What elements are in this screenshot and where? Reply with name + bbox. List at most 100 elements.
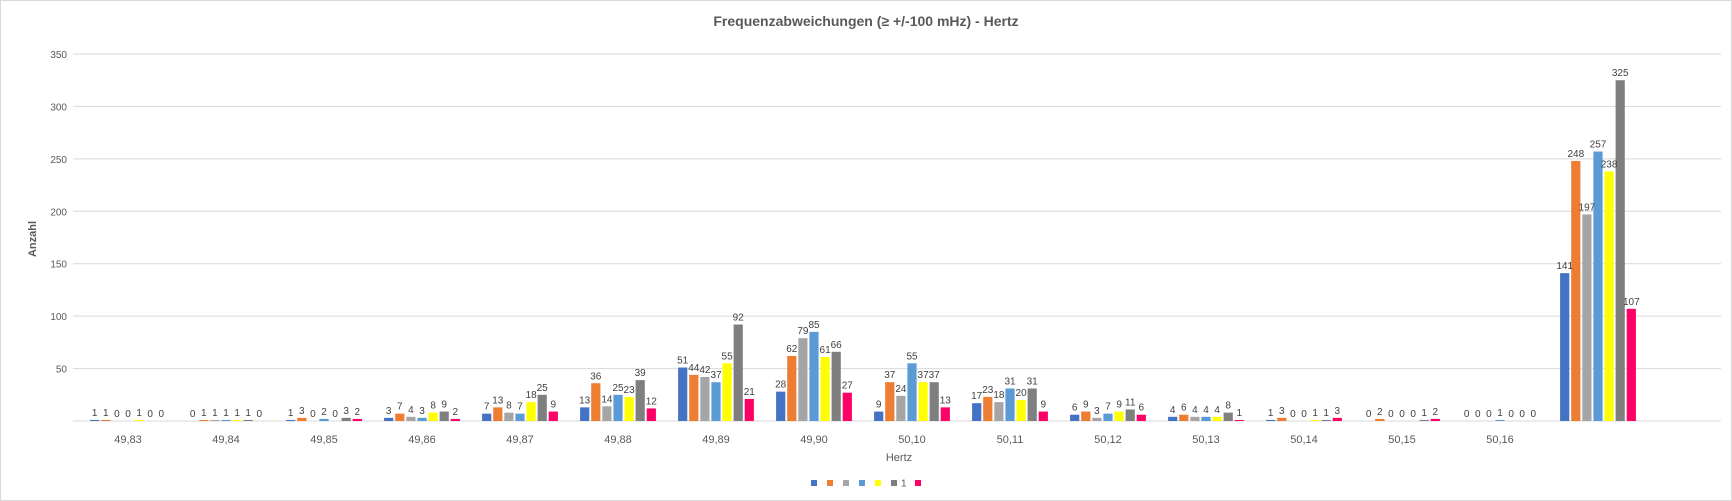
bar[interactable] xyxy=(874,411,884,421)
bar[interactable] xyxy=(428,412,438,421)
bar[interactable] xyxy=(1266,419,1276,421)
legend[interactable]: 1 xyxy=(811,479,921,490)
bar[interactable] xyxy=(482,413,492,421)
bar[interactable] xyxy=(613,394,623,421)
bar[interactable] xyxy=(733,324,743,421)
bar[interactable] xyxy=(1212,416,1222,421)
bar[interactable] xyxy=(842,392,852,421)
bar[interactable] xyxy=(1332,417,1342,421)
bar[interactable] xyxy=(1179,414,1189,421)
bar[interactable] xyxy=(580,407,590,421)
bar[interactable] xyxy=(341,417,351,421)
bar[interactable] xyxy=(918,382,928,421)
bar[interactable] xyxy=(1277,417,1287,421)
bar[interactable] xyxy=(776,391,786,421)
bar[interactable] xyxy=(689,374,699,421)
bar[interactable] xyxy=(1571,160,1581,421)
bar[interactable] xyxy=(940,407,950,421)
bar[interactable] xyxy=(232,419,242,421)
bar[interactable] xyxy=(1615,80,1625,421)
bar[interactable] xyxy=(504,412,514,421)
bar[interactable] xyxy=(744,398,754,421)
bar[interactable] xyxy=(700,376,710,421)
bar[interactable] xyxy=(417,417,427,421)
bar[interactable] xyxy=(1626,308,1636,421)
legend-swatch[interactable] xyxy=(811,480,817,486)
legend-swatch[interactable] xyxy=(891,480,897,486)
bar[interactable] xyxy=(90,419,100,421)
bar[interactable] xyxy=(787,355,797,421)
legend-swatch[interactable] xyxy=(843,480,849,486)
bar[interactable] xyxy=(384,417,394,421)
bar[interactable] xyxy=(885,382,895,421)
bar[interactable] xyxy=(831,351,841,421)
bar[interactable] xyxy=(199,419,209,421)
bar[interactable] xyxy=(1310,419,1320,421)
bar[interactable] xyxy=(297,417,307,421)
bar[interactable] xyxy=(1495,419,1505,421)
bar[interactable] xyxy=(907,363,917,421)
bar[interactable] xyxy=(1016,400,1026,421)
bar[interactable] xyxy=(983,396,993,421)
bar[interactable] xyxy=(646,408,656,421)
bar[interactable] xyxy=(1081,411,1091,421)
bar[interactable] xyxy=(1560,273,1570,421)
bar[interactable] xyxy=(820,357,830,421)
legend-swatch[interactable] xyxy=(875,480,881,486)
bar[interactable] xyxy=(1582,214,1592,421)
bar[interactable] xyxy=(711,382,721,421)
bar[interactable] xyxy=(929,382,939,421)
bar[interactable] xyxy=(439,411,449,421)
bar[interactable] xyxy=(994,402,1004,421)
bar[interactable] xyxy=(1027,388,1037,421)
bar[interactable] xyxy=(1375,418,1385,421)
bar[interactable] xyxy=(134,419,144,421)
bar[interactable] xyxy=(896,395,906,421)
bar[interactable] xyxy=(1201,416,1211,421)
bar[interactable] xyxy=(1103,413,1113,421)
bar[interactable] xyxy=(1092,417,1102,421)
bar[interactable] xyxy=(406,416,416,421)
bar[interactable] xyxy=(809,331,819,421)
bar[interactable] xyxy=(591,383,601,421)
bar[interactable] xyxy=(1321,419,1331,421)
legend-swatch[interactable] xyxy=(827,480,833,486)
legend-swatch[interactable] xyxy=(859,480,865,486)
legend-swatch[interactable] xyxy=(915,480,921,486)
bar[interactable] xyxy=(1190,416,1200,421)
bar[interactable] xyxy=(450,418,460,421)
bar[interactable] xyxy=(395,413,405,421)
bar[interactable] xyxy=(1593,151,1603,421)
bar[interactable] xyxy=(286,419,296,421)
bar[interactable] xyxy=(221,419,231,421)
bar[interactable] xyxy=(101,419,111,421)
bar[interactable] xyxy=(319,418,329,421)
bar[interactable] xyxy=(1234,419,1244,421)
bar[interactable] xyxy=(678,367,688,421)
bar[interactable] xyxy=(602,406,612,421)
bar[interactable] xyxy=(1168,416,1178,421)
bar[interactable] xyxy=(798,338,808,421)
bar[interactable] xyxy=(1114,411,1124,421)
legend-label[interactable]: 1 xyxy=(901,479,907,490)
bar[interactable] xyxy=(526,402,536,421)
bar[interactable] xyxy=(1419,419,1429,421)
bar[interactable] xyxy=(1005,388,1015,421)
bar[interactable] xyxy=(1430,418,1440,421)
bar[interactable] xyxy=(493,407,503,421)
bar[interactable] xyxy=(352,418,362,421)
bar[interactable] xyxy=(1125,409,1135,421)
bar[interactable] xyxy=(1223,412,1233,421)
bar[interactable] xyxy=(548,411,558,421)
bar[interactable] xyxy=(1038,411,1048,421)
bar[interactable] xyxy=(537,394,547,421)
bar[interactable] xyxy=(972,403,982,421)
bar[interactable] xyxy=(515,413,525,421)
bar[interactable] xyxy=(1136,414,1146,421)
bar[interactable] xyxy=(210,419,220,421)
bar[interactable] xyxy=(1070,414,1080,421)
bar[interactable] xyxy=(624,396,634,421)
bar[interactable] xyxy=(243,419,253,421)
bar[interactable] xyxy=(722,363,732,421)
bar[interactable] xyxy=(635,380,645,421)
